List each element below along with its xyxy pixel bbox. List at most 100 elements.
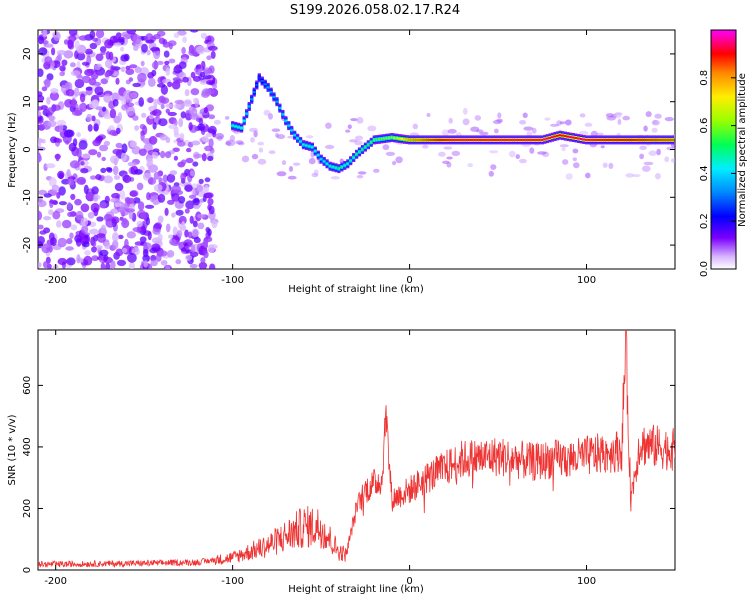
signal-cell: [296, 137, 300, 140]
signal-cell: [269, 91, 273, 94]
noise-speck: [268, 113, 273, 120]
noise-speck: [100, 224, 107, 235]
noise-speck: [42, 30, 48, 38]
y-tick-label: -10: [22, 189, 33, 205]
noise-speck: [204, 192, 214, 199]
signal-cell: [337, 167, 341, 170]
noise-speck: [76, 254, 81, 264]
noise-speck: [250, 137, 255, 143]
noise-speck: [180, 172, 187, 181]
x-tick-label: 0: [406, 576, 412, 587]
noise-speck: [276, 134, 286, 140]
noise-speck: [462, 118, 470, 126]
noise-speck: [97, 233, 106, 243]
noise-speck: [207, 155, 214, 161]
noise-speck: [38, 115, 44, 124]
noise-speck: [156, 60, 164, 65]
noise-speck: [488, 170, 494, 177]
noise-speck: [38, 142, 42, 147]
noise-speck: [103, 93, 112, 103]
noise-speck: [143, 242, 152, 250]
noise-speck: [643, 161, 654, 166]
noise-speck: [167, 111, 177, 117]
noise-speck: [65, 246, 74, 251]
noise-speck: [158, 177, 163, 185]
noise-speck: [193, 197, 200, 206]
noise-speck: [44, 78, 51, 88]
noise-speck: [146, 97, 154, 103]
noise-speck: [204, 177, 211, 183]
noise-speck: [94, 64, 101, 71]
noise-speck: [350, 118, 358, 122]
signal-cell: [540, 138, 544, 141]
noise-speck: [140, 60, 145, 67]
noise-speck: [163, 50, 170, 58]
noise-speck: [153, 98, 158, 109]
noise-speck: [172, 147, 180, 153]
signal-cell: [403, 138, 407, 141]
noise-speck: [595, 132, 604, 136]
noise-speck: [115, 127, 121, 135]
signal-cell: [392, 136, 397, 139]
signal-cell: [421, 138, 425, 141]
signal-cell: [517, 138, 521, 141]
noise-speck: [120, 54, 129, 62]
noise-speck: [544, 117, 551, 121]
signal-cell: [496, 138, 500, 141]
signal-cell: [527, 138, 531, 141]
noise-speck: [151, 61, 159, 69]
signal-cell: [304, 144, 309, 147]
noise-speck: [91, 255, 99, 262]
signal-cell: [343, 164, 347, 167]
signal-cell: [644, 138, 649, 141]
signal-cell: [603, 138, 607, 141]
noise-speck: [129, 140, 138, 148]
noise-speck: [103, 140, 111, 147]
signal-cell: [287, 124, 291, 127]
noise-speck: [133, 197, 141, 204]
noise-speck: [151, 243, 161, 252]
noise-speck: [199, 71, 206, 78]
noise-speck: [56, 220, 62, 228]
noise-speck: [169, 238, 177, 246]
noise-speck: [38, 68, 44, 77]
noise-speck: [382, 144, 390, 151]
noise-speck: [92, 196, 98, 202]
noise-speck: [188, 106, 195, 115]
noise-speck: [173, 132, 180, 138]
signal-cell: [385, 137, 389, 140]
noise-speck: [142, 125, 148, 135]
noise-speck: [193, 153, 203, 158]
noise-speck: [281, 160, 287, 166]
noise-speck: [475, 129, 484, 133]
noise-speck: [80, 168, 89, 174]
noise-speck: [48, 209, 54, 216]
signal-cell: [514, 138, 518, 141]
noise-speck: [124, 238, 129, 249]
signal-cell: [507, 138, 511, 141]
noise-speck: [38, 262, 42, 268]
signal-cell: [275, 100, 279, 103]
noise-speck: [119, 189, 126, 200]
noise-speck: [180, 111, 186, 119]
signal-cell: [415, 138, 420, 141]
noise-speck: [154, 222, 163, 230]
noise-speck: [56, 50, 67, 55]
colorbar-label: Normalized spectral amplitude: [737, 73, 748, 227]
noise-speck: [74, 198, 82, 206]
noise-speck: [161, 97, 170, 104]
noise-speck: [74, 78, 85, 89]
signal-cell: [501, 138, 505, 141]
signal-cell: [475, 138, 479, 141]
noise-speck: [357, 171, 367, 175]
noise-speck: [57, 257, 68, 266]
noise-speck: [58, 186, 66, 196]
noise-speck: [210, 50, 216, 59]
noise-speck: [99, 201, 107, 209]
noise-speck: [184, 208, 190, 214]
signal-cell: [626, 138, 630, 141]
noise-speck: [68, 142, 77, 152]
noise-speck: [276, 171, 287, 177]
noise-speck: [48, 177, 57, 187]
noise-speck: [76, 132, 81, 138]
